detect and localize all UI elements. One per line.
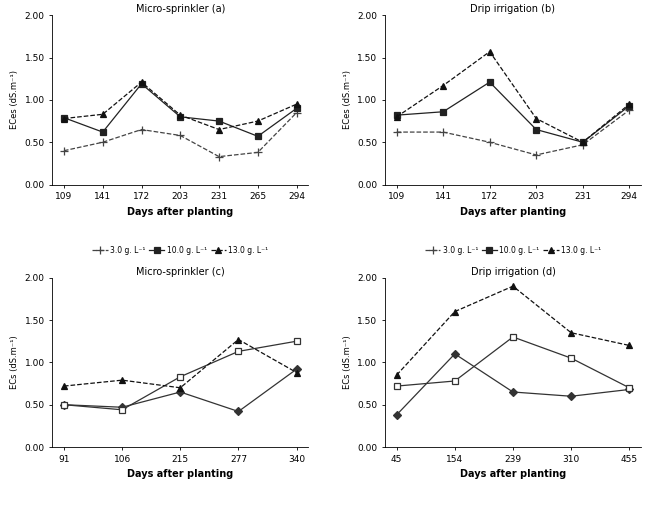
Title: Micro-sprinkler (a): Micro-sprinkler (a) bbox=[135, 5, 225, 14]
Y-axis label: ECs (dS.m⁻¹): ECs (dS.m⁻¹) bbox=[343, 335, 352, 389]
X-axis label: Days after planting: Days after planting bbox=[127, 469, 233, 479]
X-axis label: Days after planting: Days after planting bbox=[460, 207, 566, 217]
Legend: 3.0 g. L-1, 10.0 g. L-1, 13.0 g. L-1: 3.0 g. L-1, 10.0 g. L-1, 13.0 g. L-1 bbox=[89, 505, 272, 508]
Y-axis label: ECes (dS.m⁻¹): ECes (dS.m⁻¹) bbox=[10, 71, 19, 130]
X-axis label: Days after planting: Days after planting bbox=[460, 469, 566, 479]
Legend: 3.0 g. L⁻¹, 10.0 g. L⁻¹, 13.0 g. L⁻¹: 3.0 g. L⁻¹, 10.0 g. L⁻¹, 13.0 g. L⁻¹ bbox=[422, 505, 604, 508]
Y-axis label: ECs (dS.m⁻¹): ECs (dS.m⁻¹) bbox=[10, 335, 19, 389]
Title: Drip irrigation (b): Drip irrigation (b) bbox=[470, 5, 555, 14]
Title: Micro-sprinkler (c): Micro-sprinkler (c) bbox=[136, 267, 225, 277]
Title: Drip irrigation (d): Drip irrigation (d) bbox=[470, 267, 555, 277]
Y-axis label: ECes (dS.m⁻¹): ECes (dS.m⁻¹) bbox=[343, 71, 352, 130]
X-axis label: Days after planting: Days after planting bbox=[127, 207, 233, 217]
Legend: 3.0 g. L⁻¹, 10.0 g. L⁻¹, 13.0 g. L⁻¹: 3.0 g. L⁻¹, 10.0 g. L⁻¹, 13.0 g. L⁻¹ bbox=[89, 243, 271, 258]
Legend: 3.0 g. L⁻¹, 10.0 g. L⁻¹, 13.0 g. L⁻¹: 3.0 g. L⁻¹, 10.0 g. L⁻¹, 13.0 g. L⁻¹ bbox=[422, 243, 604, 258]
